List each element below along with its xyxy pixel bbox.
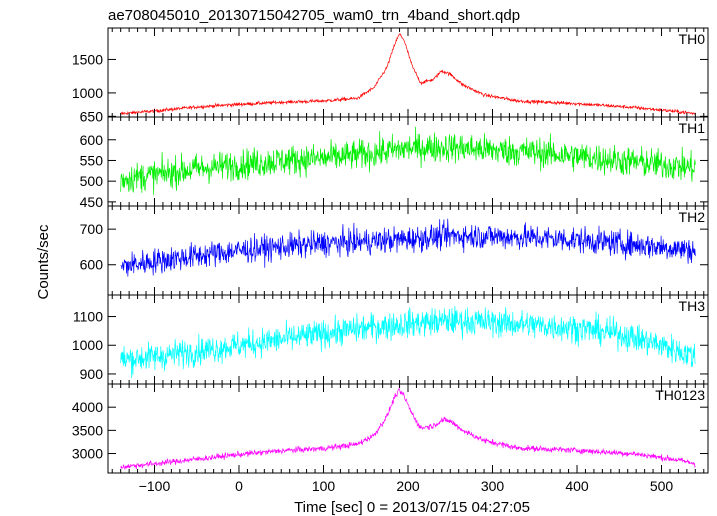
y-tick-label: 1000 <box>72 85 103 101</box>
y-tick-label: 3000 <box>72 446 103 462</box>
panel-label: TH2 <box>679 209 706 225</box>
y-tick-label: 700 <box>80 221 104 237</box>
chart-title: ae708045010_20130715042705_wam0_trn_4ban… <box>108 7 520 24</box>
series-line-th0 <box>120 33 696 116</box>
y-axis-label: Counts/sec <box>35 224 52 300</box>
series-line-th0123 <box>120 387 696 471</box>
y-tick-label: 500 <box>80 173 104 189</box>
x-tick-label: 300 <box>481 478 505 494</box>
y-tick-label: 450 <box>80 194 104 210</box>
panel-label: TH0 <box>679 31 706 47</box>
x-tick-label: 0 <box>235 478 243 494</box>
panel-label: TH1 <box>679 120 706 136</box>
x-tick-label: 500 <box>650 478 674 494</box>
panel-frame-th2 <box>107 205 709 296</box>
panel-label: TH3 <box>679 298 706 314</box>
y-tick-label: 650 <box>80 108 104 124</box>
x-tick-label: 400 <box>565 478 589 494</box>
y-tick-label: 3500 <box>72 422 103 438</box>
y-tick-label: 550 <box>80 152 104 168</box>
y-tick-label: 1100 <box>73 309 103 325</box>
x-tick-label: −100 <box>139 478 171 494</box>
y-tick-label: 600 <box>80 132 104 148</box>
series-line-th3 <box>120 306 696 378</box>
x-axis-label: Time [sec] 0 = 2013/07/15 04:27:05 <box>294 499 530 516</box>
y-tick-label: 900 <box>80 366 104 382</box>
panel-frame-th0 <box>107 27 709 118</box>
panel-frame-th1 <box>107 116 709 207</box>
y-tick-label: 4000 <box>72 399 103 415</box>
y-tick-label: 1500 <box>72 51 103 67</box>
x-tick-label: 100 <box>312 478 336 494</box>
x-tick-label: 200 <box>396 478 420 494</box>
panel-label: TH0123 <box>655 387 705 403</box>
series-line-th2 <box>120 218 696 277</box>
plot-area: TH065010001500TH1450500550600TH2600700TH… <box>72 27 709 494</box>
y-tick-label: 1000 <box>72 337 103 353</box>
y-tick-label: 600 <box>80 257 104 273</box>
series-line-th1 <box>120 126 696 195</box>
